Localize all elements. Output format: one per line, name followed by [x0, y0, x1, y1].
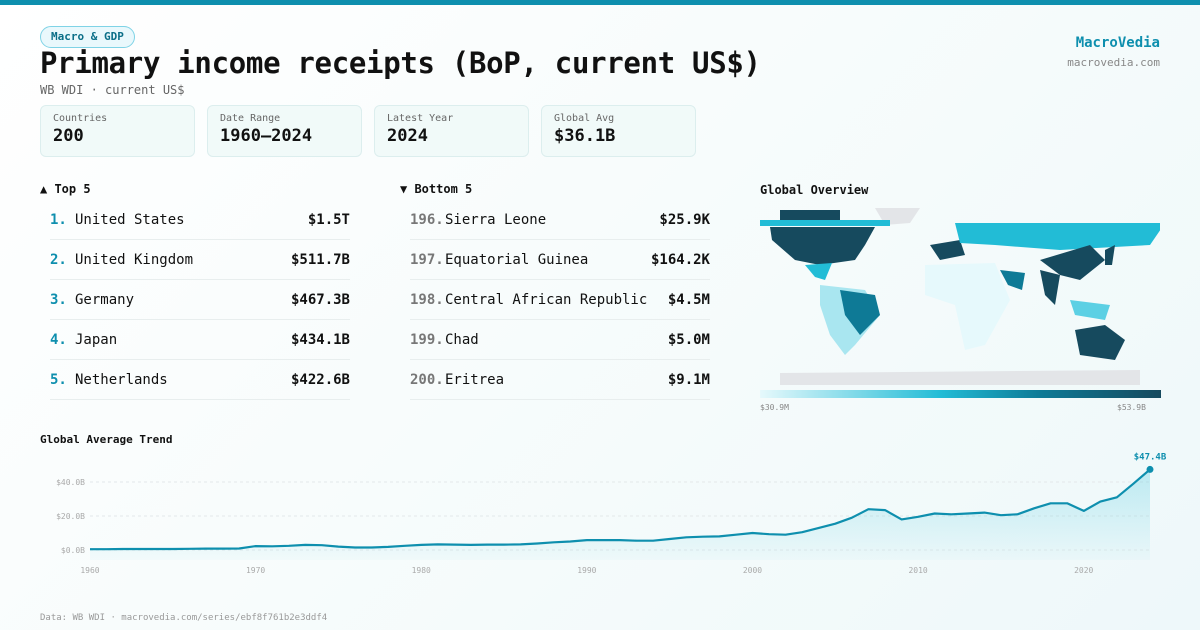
last-value-label: $47.4B — [1134, 452, 1167, 462]
brand-url[interactable]: macrovedia.com — [1067, 56, 1160, 69]
series-line — [90, 468, 1151, 551]
area-fill — [90, 469, 1150, 560]
ranking-row[interactable]: 197. Equatorial Guinea $164.2K — [410, 240, 710, 280]
stat-label: Date Range — [220, 113, 281, 124]
map-region-brazil[interactable] — [840, 290, 880, 335]
map-region-canada-islands[interactable] — [780, 210, 840, 222]
rank-number: 197. — [410, 251, 444, 268]
map-region-russia[interactable] — [955, 223, 1160, 250]
rank-number: 198. — [410, 291, 444, 308]
country-name: Sierra Leone — [445, 211, 547, 228]
bottom5-heading: ▼ Bottom 5 — [400, 182, 473, 196]
map-legend-min: $30.9M — [760, 403, 789, 412]
ranking-row[interactable]: 3. Germany $467.3B — [50, 280, 350, 320]
stat-label: Global Avg — [554, 113, 615, 124]
subtitle: WB WDI · current US$ — [40, 83, 185, 97]
rank-number: 2. — [50, 251, 67, 268]
x-tick-label: 1980 — [412, 566, 431, 575]
country-name: Japan — [75, 331, 118, 348]
map-region-antarctica[interactable] — [780, 370, 1140, 385]
brand-logo[interactable]: MacroVedia — [1075, 35, 1160, 51]
country-value: $422.6B — [290, 371, 350, 388]
ranking-row[interactable]: 198. Central African Republic $4.5M — [410, 280, 710, 320]
map-region-africa[interactable] — [925, 263, 1010, 350]
top5-heading: ▲ Top 5 — [40, 182, 91, 196]
map-region-saudi-arabia[interactable] — [1000, 270, 1025, 290]
stat-countries: Countries 200 — [40, 105, 195, 157]
map-region-china[interactable] — [1040, 245, 1105, 280]
country-name: Central African Republic — [445, 291, 648, 308]
map-legend-max: $53.9B — [1117, 403, 1146, 412]
stat-label: Countries — [53, 113, 108, 124]
x-tick-label: 1970 — [246, 566, 265, 575]
world-map[interactable] — [760, 205, 1160, 390]
y-tick-label: $20.0B — [56, 512, 85, 521]
x-tick-label: 2000 — [743, 566, 762, 575]
stat-latest-year: Latest Year 2024 — [374, 105, 529, 157]
ranking-row[interactable]: 2. United Kingdom $511.7B — [50, 240, 350, 280]
country-name: Equatorial Guinea — [445, 251, 589, 268]
map-region-mexico[interactable] — [805, 263, 832, 280]
map-region-australia[interactable] — [1075, 325, 1125, 360]
rank-number: 5. — [50, 371, 67, 388]
map-region-north-america[interactable] — [770, 227, 875, 265]
page-title: Primary income receipts (BoP, current US… — [40, 46, 761, 80]
country-name: Eritrea — [445, 371, 505, 388]
stat-date-range: Date Range 1960–2024 — [207, 105, 362, 157]
y-tick-label: $40.0B — [56, 478, 85, 487]
stat-value: 200 — [53, 126, 84, 146]
stat-value: $36.1B — [554, 126, 616, 146]
country-value: $4.5M — [667, 291, 710, 308]
country-value: $1.5T — [307, 211, 350, 228]
map-heading: Global Overview — [760, 183, 869, 197]
country-name: United States — [75, 211, 185, 228]
country-value: $467.3B — [290, 291, 350, 308]
map-region-arctic-band[interactable] — [760, 220, 890, 226]
country-value: $25.9K — [659, 211, 710, 228]
ranking-row[interactable]: 5. Netherlands $422.6B — [50, 360, 350, 400]
country-value: $164.2K — [650, 251, 710, 268]
rank-number: 199. — [410, 331, 444, 348]
map-legend-gradient — [760, 390, 1161, 398]
stat-label: Latest Year — [387, 113, 454, 124]
ranking-row[interactable]: 200. Eritrea $9.1M — [410, 360, 710, 400]
data-point — [1146, 465, 1154, 473]
map-region-india[interactable] — [1040, 270, 1060, 305]
trend-heading: Global Average Trend — [40, 433, 173, 446]
ranking-row[interactable]: 1. United States $1.5T — [50, 200, 350, 240]
trend-chart: $0.0B $20.0B $40.0B 1960 1970 1980 1990 2000 201… — [56, 452, 1167, 575]
country-value: $5.0M — [667, 331, 710, 348]
country-name: Chad — [445, 331, 479, 348]
rank-number: 196. — [410, 211, 444, 228]
country-name: Germany — [75, 291, 135, 308]
ranking-row[interactable]: 199. Chad $5.0M — [410, 320, 710, 360]
rank-number: 4. — [50, 331, 67, 348]
stat-value: 1960–2024 — [220, 126, 313, 146]
map-region-southeast-asia[interactable] — [1070, 300, 1110, 320]
country-name: Netherlands — [75, 371, 168, 388]
x-tick-label: 2020 — [1074, 566, 1093, 575]
y-tick-label: $0.0B — [61, 546, 85, 555]
country-value: $511.7B — [290, 251, 350, 268]
country-name: United Kingdom — [75, 251, 194, 268]
footer-source: Data: WB WDI · macrovedia.com/series/ebf… — [40, 613, 328, 623]
map-region-japan[interactable] — [1105, 245, 1115, 265]
stat-value: 2024 — [387, 126, 428, 146]
rank-number: 3. — [50, 291, 67, 308]
country-value: $434.1B — [290, 331, 350, 348]
x-tick-label: 1990 — [577, 566, 596, 575]
category-badge[interactable]: Macro & GDP — [40, 26, 135, 48]
ranking-row[interactable]: 4. Japan $434.1B — [50, 320, 350, 360]
top-accent-bar — [0, 0, 1200, 5]
rank-number: 1. — [50, 211, 67, 228]
stat-global-avg: Global Avg $36.1B — [541, 105, 696, 157]
x-tick-label: 1960 — [80, 566, 99, 575]
map-region-europe[interactable] — [930, 240, 965, 260]
ranking-row[interactable]: 196. Sierra Leone $25.9K — [410, 200, 710, 240]
x-tick-label: 2010 — [908, 566, 927, 575]
country-value: $9.1M — [667, 371, 710, 388]
rank-number: 200. — [410, 371, 444, 388]
